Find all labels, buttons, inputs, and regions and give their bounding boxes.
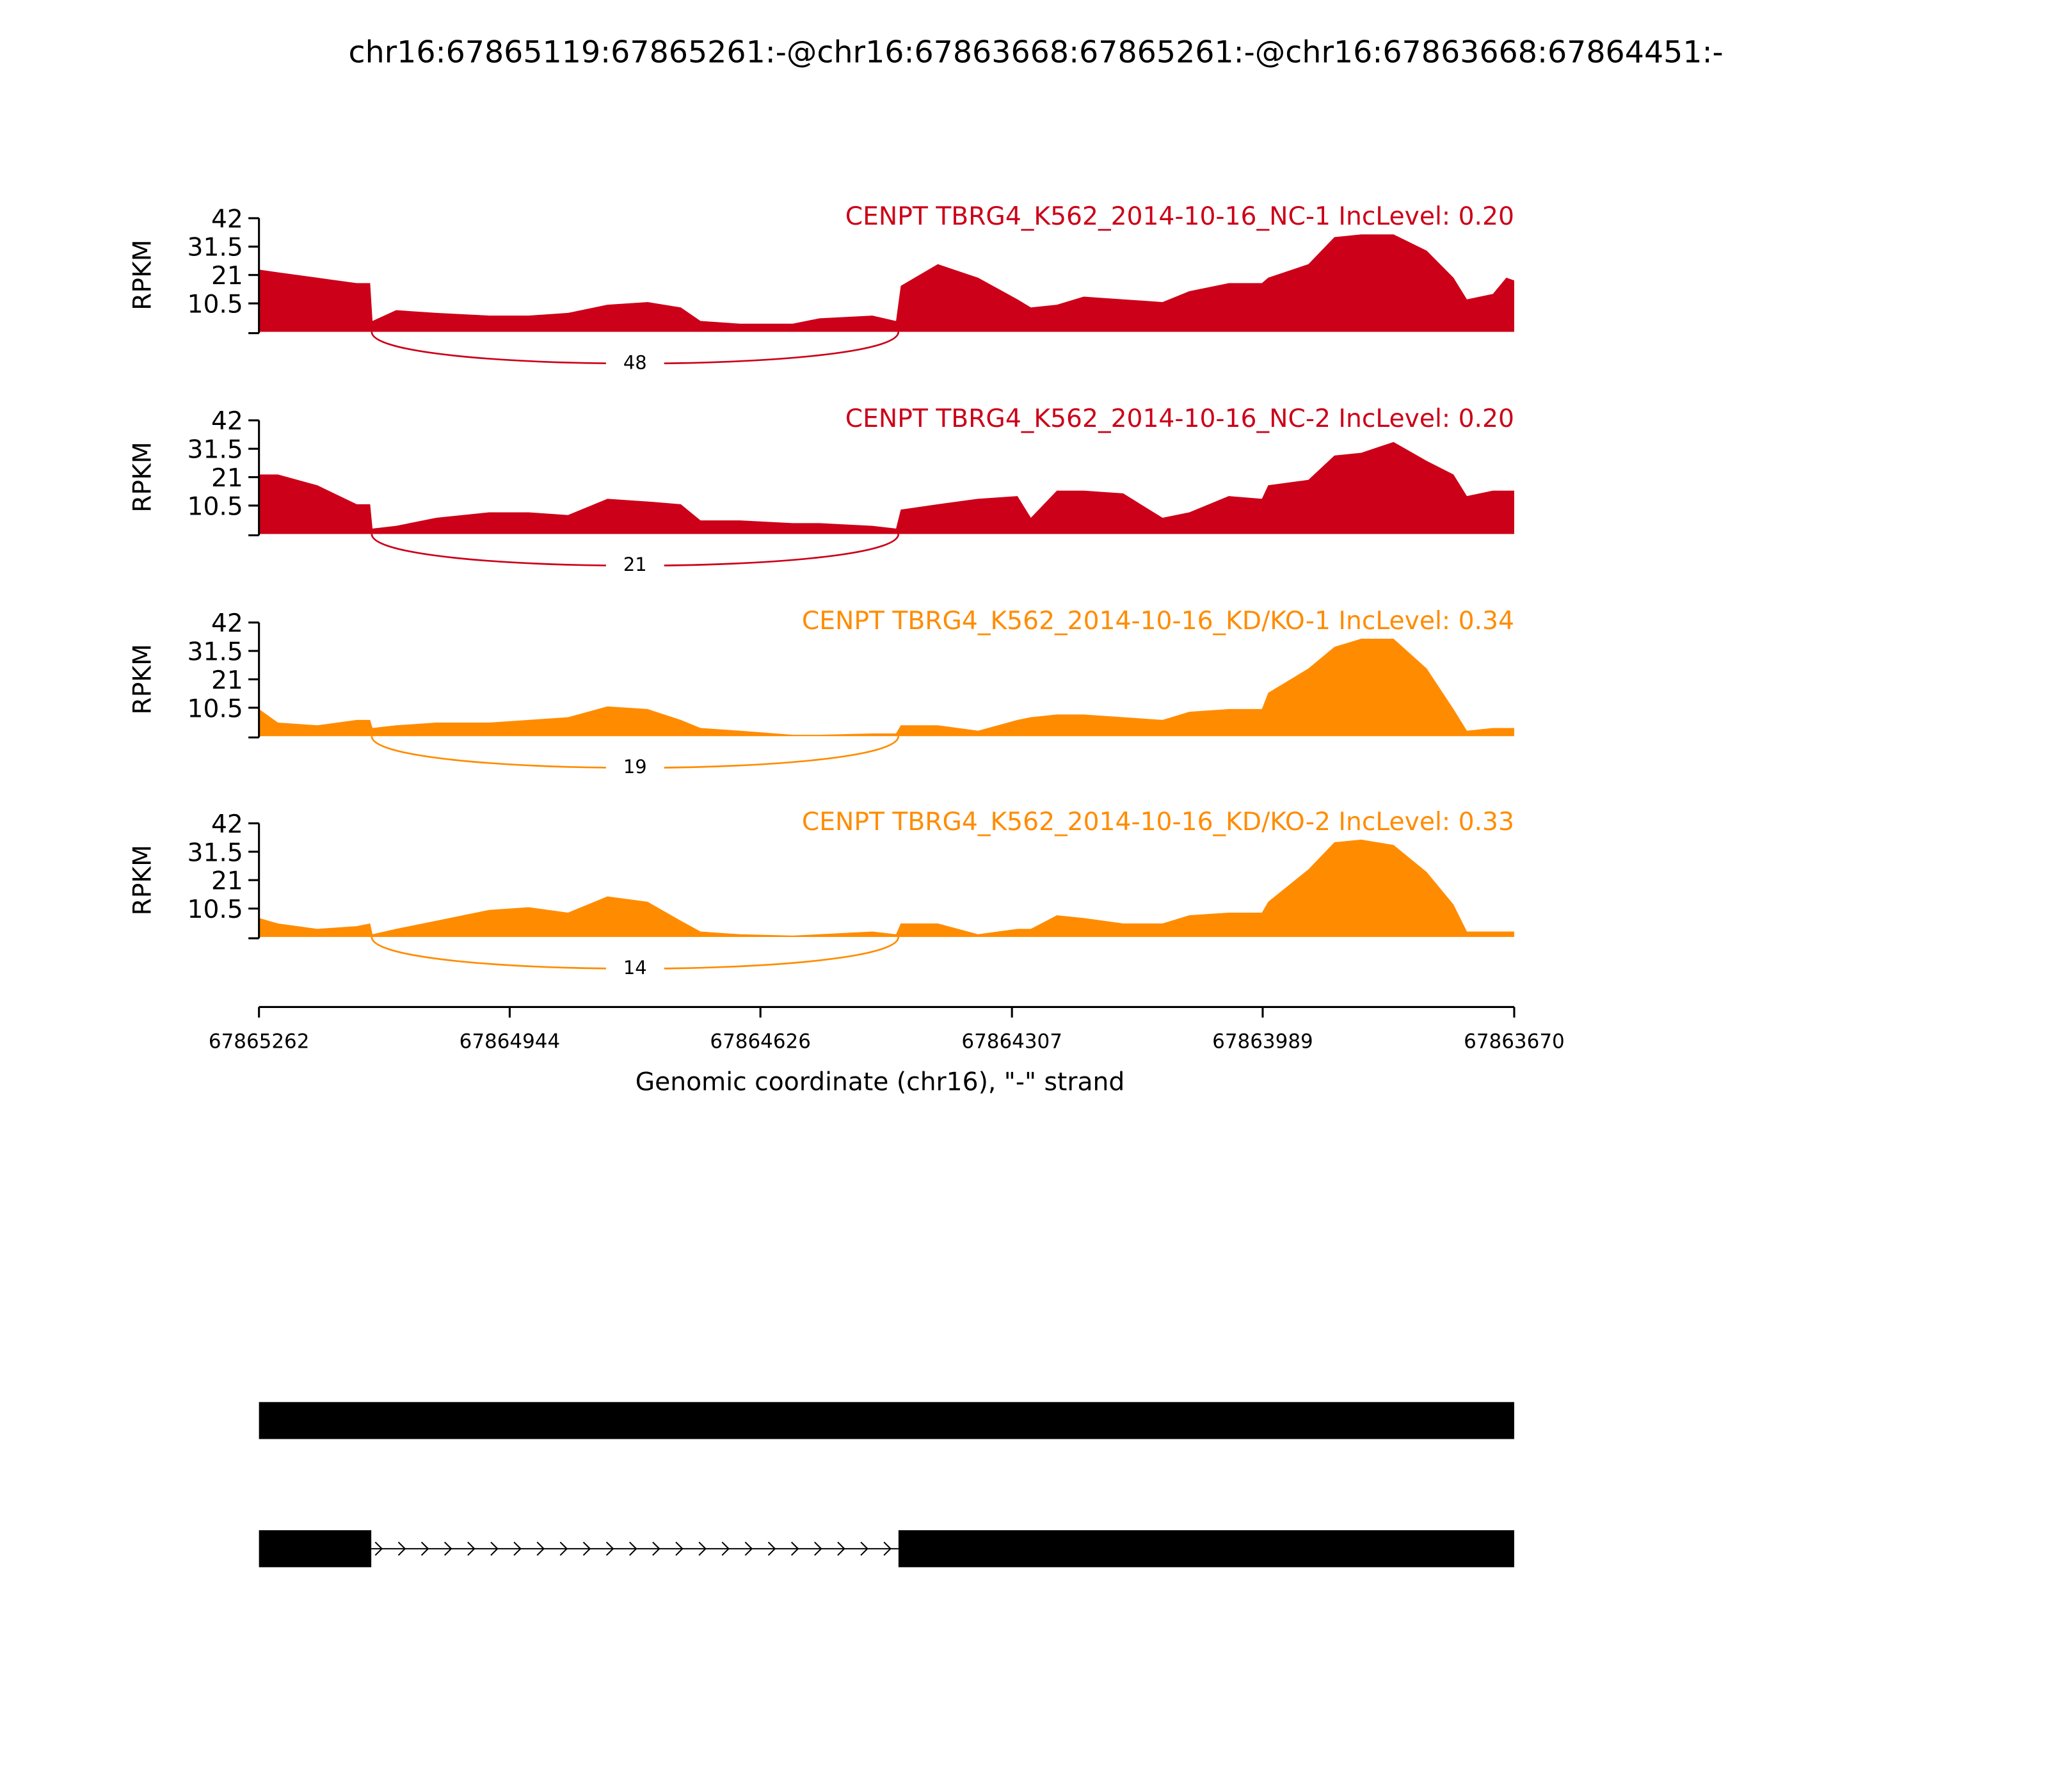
x-tick-label: 67864944 [460, 1030, 561, 1053]
junction-label-bg [605, 552, 664, 577]
chart-title: chr16:67865119:67865261:-@chr16:67863668… [348, 35, 1723, 70]
y-tick-label: 31.5 [188, 234, 243, 262]
x-tick-label: 67864307 [961, 1030, 1062, 1053]
y-tick-label: 31.5 [188, 637, 243, 666]
y-tick-label: 21 [211, 666, 243, 695]
junction-label: 48 [623, 351, 647, 373]
y-tick-label: 42 [211, 609, 243, 638]
coverage-area [259, 234, 1514, 332]
coverage-area [259, 839, 1514, 937]
isoform-exon [259, 1530, 372, 1567]
y-tick-label: 21 [211, 867, 243, 896]
coverage-area [259, 639, 1514, 737]
junction-label-bg [605, 350, 664, 374]
isoform-exon [898, 1530, 1514, 1567]
x-tick-label: 67864626 [710, 1030, 811, 1053]
track-label: CENPT TBRG4_K562_2014-10-16_KD/KO-2 IncL… [802, 808, 1514, 836]
y-tick-label: 42 [211, 810, 243, 839]
y-axis-label: RPKM [128, 442, 157, 512]
y-axis-label: RPKM [128, 239, 157, 310]
intron-chevrons [374, 1541, 892, 1556]
y-tick-label: 42 [211, 205, 243, 234]
isoform-exon [259, 1402, 1514, 1439]
y-tick-label: 10.5 [188, 291, 243, 319]
y-axis-label: RPKM [128, 845, 157, 915]
x-tick-label: 67865262 [209, 1030, 310, 1053]
x-axis-label: Genomic coordinate (chr16), "-" strand [636, 1068, 1125, 1096]
y-tick-label: 31.5 [188, 838, 243, 867]
junction-label: 14 [623, 957, 647, 979]
y-tick-label: 42 [211, 407, 243, 436]
junction-label-bg [605, 755, 664, 779]
track-label: CENPT TBRG4_K562_2014-10-16_KD/KO-1 IncL… [802, 607, 1514, 636]
junction-label: 21 [623, 554, 647, 575]
track-label: CENPT TBRG4_K562_2014-10-16_NC-2 IncLeve… [845, 404, 1514, 433]
junction-label-bg [605, 955, 664, 980]
y-axis-label: RPKM [128, 644, 157, 714]
x-tick-label: 67863670 [1464, 1030, 1565, 1053]
gene-model [259, 1402, 1514, 1567]
y-tick-label: 10.5 [188, 492, 243, 521]
y-tick-label: 31.5 [188, 436, 243, 465]
coverage-area [259, 442, 1514, 534]
y-tick-label: 21 [211, 464, 243, 493]
x-tick-label: 67863989 [1212, 1030, 1313, 1053]
junction-label: 19 [623, 756, 647, 778]
y-tick-label: 10.5 [188, 895, 243, 924]
y-tick-label: 10.5 [188, 694, 243, 723]
y-tick-label: 21 [211, 262, 243, 291]
track-label: CENPT TBRG4_K562_2014-10-16_NC-1 IncLeve… [845, 202, 1514, 231]
